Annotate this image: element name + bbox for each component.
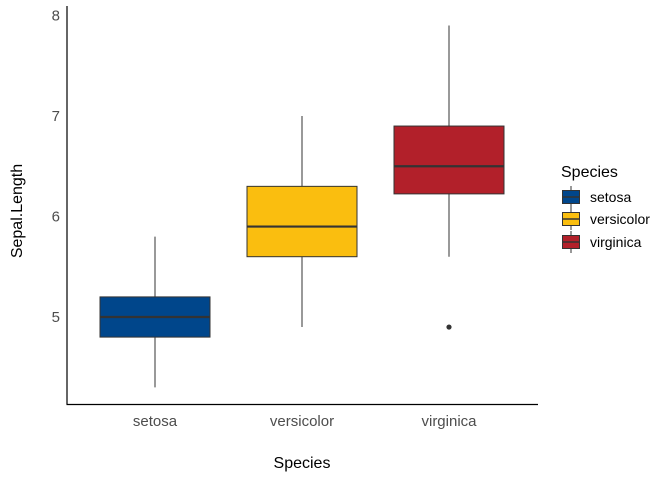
y-axis-title: Sepal.Length bbox=[9, 164, 26, 258]
x-tick-label: versicolor bbox=[270, 413, 334, 430]
x-tick-label: setosa bbox=[133, 413, 178, 430]
outlier-point bbox=[446, 324, 452, 330]
legend-item-setosa: setosa bbox=[562, 186, 631, 208]
legend-title: Species bbox=[561, 164, 618, 181]
y-tick-label: 7 bbox=[52, 108, 60, 125]
box-iqr bbox=[246, 185, 358, 258]
legend-label: versicolor bbox=[590, 211, 650, 227]
boxes-layer bbox=[99, 25, 505, 388]
y-tick-label: 6 bbox=[52, 209, 60, 226]
x-axis-title: Species bbox=[274, 455, 331, 472]
legend-label: setosa bbox=[590, 189, 631, 205]
legend-label: virginica bbox=[590, 234, 642, 250]
box-setosa bbox=[99, 236, 211, 388]
legend-item-virginica: virginica bbox=[562, 231, 642, 253]
x-tick-label: virginica bbox=[421, 413, 477, 430]
y-tick-label: 5 bbox=[52, 309, 60, 326]
box-virginica bbox=[393, 25, 505, 330]
x-tick-labels: setosa versicolor virginica bbox=[133, 413, 477, 430]
legend: Species setosa versicolor virginica bbox=[561, 164, 650, 253]
box-versicolor bbox=[246, 116, 358, 328]
y-tick-label: 8 bbox=[52, 8, 60, 25]
legend-item-versicolor: versicolor bbox=[562, 208, 650, 230]
box-iqr bbox=[393, 125, 505, 195]
y-tick-labels: 5 6 7 8 bbox=[52, 8, 60, 327]
